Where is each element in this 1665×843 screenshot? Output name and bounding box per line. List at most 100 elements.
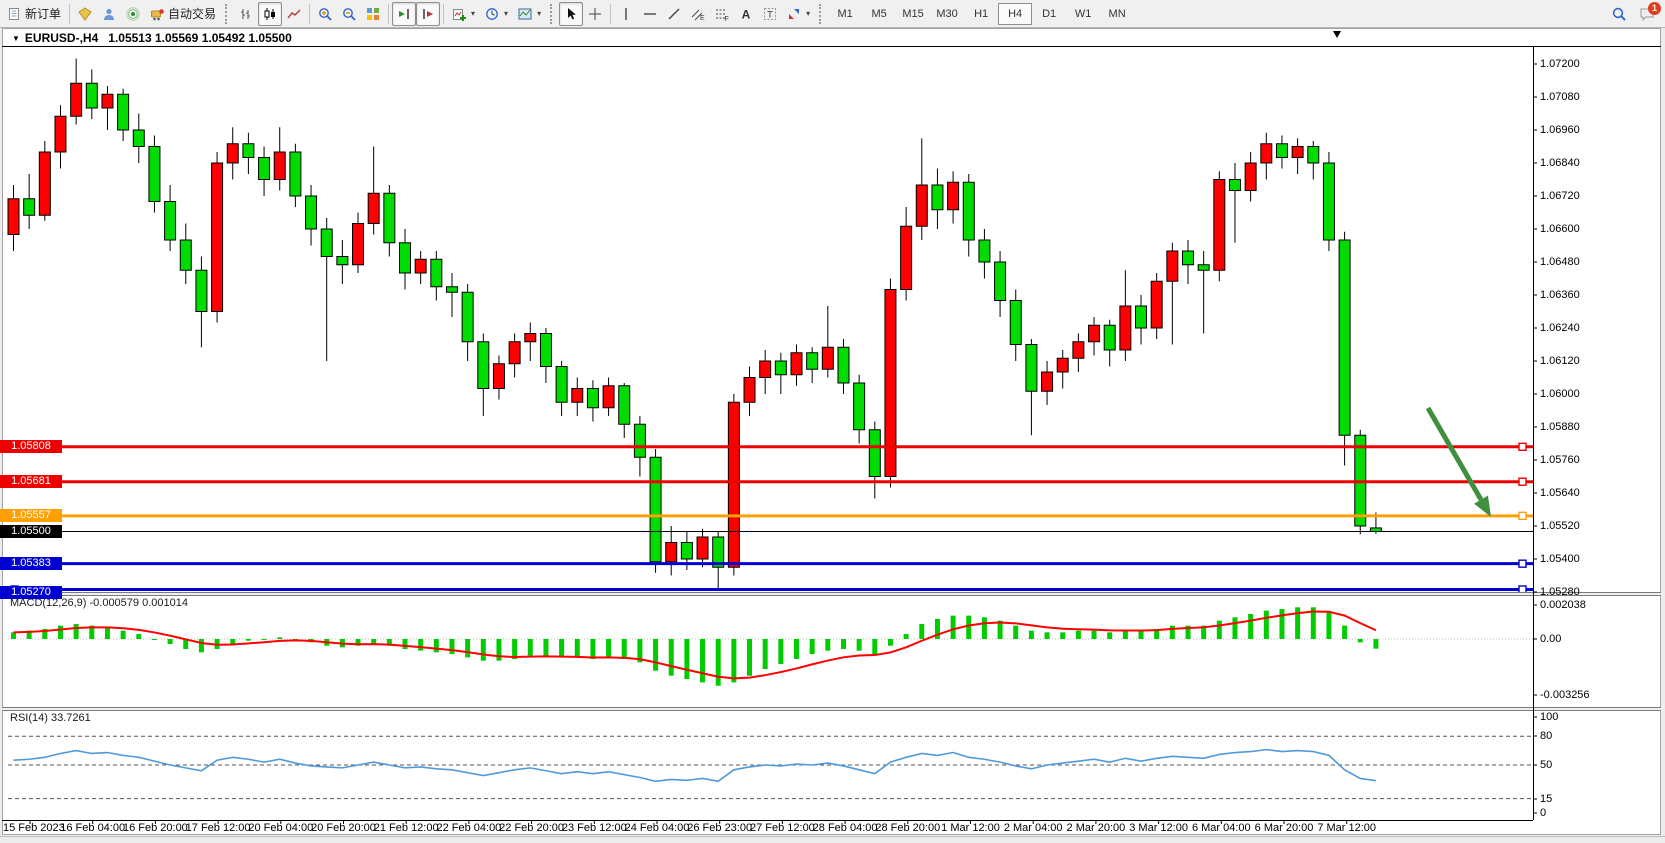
auto-scroll-icon	[397, 7, 411, 21]
new-order-button[interactable]: 新订单	[2, 2, 66, 26]
macd-bar	[934, 618, 940, 639]
notifications-button[interactable]: 1	[1635, 1, 1661, 26]
hline-handle[interactable]	[10, 442, 19, 451]
trendline-tool-icon	[667, 7, 681, 21]
candle-body	[602, 385, 615, 409]
timeframe-m30-button[interactable]: M30	[936, 7, 958, 20]
macd-bar	[1169, 625, 1175, 639]
market-watch-button[interactable]	[73, 2, 97, 26]
rsi-name: RSI(14)	[10, 712, 48, 724]
svg-text:F: F	[725, 16, 729, 21]
candle-body	[1213, 179, 1226, 271]
timeframe-m15-button[interactable]: M15	[902, 7, 924, 20]
annotation-arrow-head[interactable]	[1474, 495, 1491, 517]
rsi-line	[13, 748, 1377, 783]
timeframe-h4-button[interactable]: H4	[998, 2, 1033, 25]
candle-body	[430, 258, 443, 288]
profiles-button[interactable]	[97, 2, 121, 26]
macd-main-value: -0.000579	[89, 597, 140, 609]
timeframe-h1-button[interactable]: H1	[974, 7, 989, 20]
macd-signal-line	[13, 610, 1377, 680]
candle-body	[23, 198, 36, 216]
macd-bar	[230, 639, 236, 645]
macd-bar	[887, 639, 893, 646]
zoom-in-button[interactable]	[313, 2, 337, 26]
hline-handle[interactable]	[10, 511, 19, 521]
candle-body	[978, 239, 991, 263]
macd-bar	[1373, 639, 1379, 649]
hline-handle[interactable]	[1518, 559, 1527, 568]
tile-windows-button[interactable]	[361, 2, 385, 26]
candle-body	[399, 242, 411, 274]
hline-handle[interactable]	[1518, 442, 1527, 451]
strategy-tester-icon	[126, 6, 140, 21]
pane-separator[interactable]	[2, 708, 1661, 710]
candlestick-mode-button[interactable]	[258, 1, 283, 26]
macd-bar	[167, 639, 173, 645]
timeframe-m5-button[interactable]: M5	[871, 7, 887, 20]
crosshair-tool-button[interactable]	[583, 2, 607, 26]
hline-handle[interactable]	[10, 477, 19, 486]
svg-text:T: T	[767, 9, 773, 19]
auto-scroll-button[interactable]	[392, 1, 417, 26]
hline-handle[interactable]	[1518, 585, 1527, 594]
timeframe-mn-button[interactable]: MN	[1108, 7, 1126, 20]
crosshair-tool-icon	[588, 7, 602, 21]
templates-menu-icon	[518, 7, 532, 21]
auto-trading-button[interactable]: 自动交易	[145, 2, 221, 26]
candle-body	[1025, 344, 1038, 392]
line-chart-mode-button[interactable]	[282, 2, 306, 26]
annotation-arrow[interactable]	[1425, 406, 1484, 501]
candle-body	[461, 291, 474, 343]
candle-body	[7, 198, 20, 235]
text-tool-icon: A	[739, 7, 753, 21]
pane-separator[interactable]	[2, 593, 1661, 595]
candle-body	[618, 385, 631, 425]
timeframe-w1-button[interactable]: W1	[1074, 7, 1092, 20]
macd-bar	[762, 639, 768, 670]
vertical-line-tool-button[interactable]	[614, 2, 638, 26]
hline-handle[interactable]	[1518, 477, 1527, 486]
chart-shift-button[interactable]	[416, 1, 441, 26]
horizontal-line-tool-button[interactable]	[638, 2, 662, 26]
cursor-tool-button[interactable]	[559, 1, 584, 26]
candle-body	[774, 360, 787, 376]
macd-bar	[966, 615, 972, 639]
candle-body	[712, 536, 725, 568]
macd-bar	[26, 630, 32, 639]
market-watch-icon	[78, 6, 92, 21]
text-tool-button[interactable]: A	[734, 2, 758, 26]
candle-body	[1182, 250, 1194, 266]
trendline-tool-button[interactable]	[662, 2, 686, 26]
strategy-tester-button[interactable]	[121, 2, 145, 26]
chart-shift-marker[interactable]	[1333, 31, 1341, 38]
arrows-tool-button[interactable]: ▾	[782, 2, 815, 26]
timeframe-m1-button[interactable]: M1	[837, 7, 853, 20]
search-button[interactable]	[1607, 2, 1631, 26]
macd-bar	[543, 639, 549, 656]
text-label-tool-button[interactable]: T	[758, 2, 782, 26]
hline-handle[interactable]	[1518, 511, 1527, 521]
hline-handle[interactable]	[10, 585, 19, 594]
new-chart-button[interactable]: ▾	[447, 2, 480, 26]
periods-menu-button[interactable]: ▾	[480, 2, 513, 26]
candle-body	[1088, 324, 1101, 343]
macd-bar	[997, 620, 1003, 639]
timeframe-d1-button[interactable]: D1	[1042, 7, 1057, 20]
candle-body	[508, 341, 521, 365]
hline-handle[interactable]	[10, 559, 19, 568]
candle-body	[179, 239, 192, 271]
macd-bar	[700, 639, 706, 683]
candle-body	[305, 195, 318, 230]
periods-menu-icon	[485, 7, 499, 21]
macd-bar	[371, 639, 377, 645]
macd-bar	[512, 639, 518, 660]
templates-menu-button[interactable]: ▾	[513, 2, 546, 26]
candle-body	[821, 346, 834, 370]
fibonacci-tool-button[interactable]: F	[710, 2, 734, 26]
bar-chart-mode-button[interactable]	[234, 2, 258, 26]
equidistant-channel-tool-button[interactable]: E	[686, 2, 710, 26]
candle-body	[1119, 305, 1132, 351]
zoom-out-button[interactable]	[337, 2, 361, 26]
